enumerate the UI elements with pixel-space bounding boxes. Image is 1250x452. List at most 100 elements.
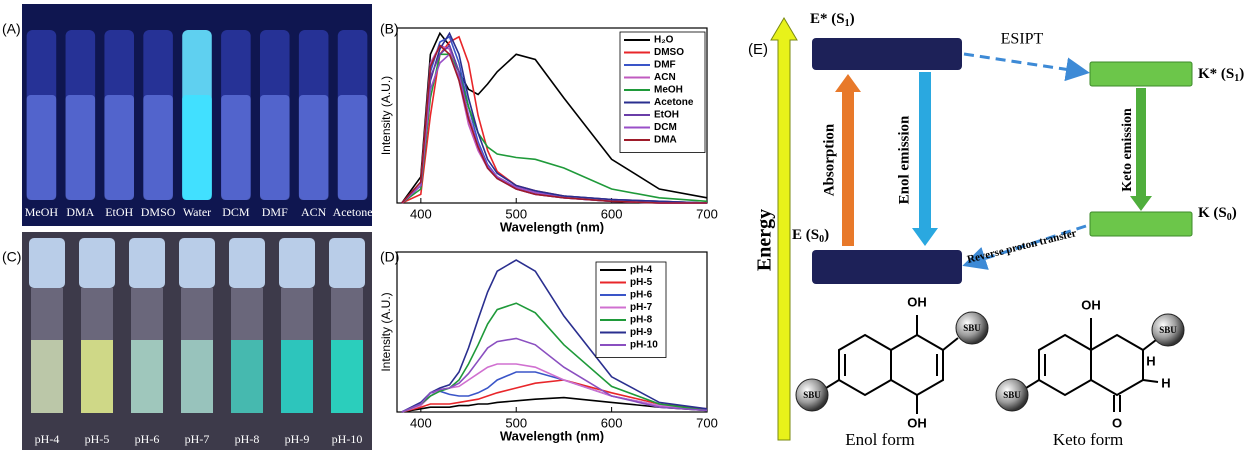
- ring: [1038, 333, 1092, 397]
- tube-label: DCM: [222, 205, 250, 219]
- tube-label: DMSO: [141, 205, 176, 219]
- series-line: [401, 379, 708, 413]
- tube-label: pH-9: [285, 432, 310, 446]
- energy-arrow: [770, 17, 798, 441]
- series-line: [401, 396, 708, 413]
- form-caption: Enol form: [845, 430, 914, 449]
- legend-label: pH-4: [630, 265, 653, 276]
- tube-cap: [279, 238, 315, 288]
- legend-label: H₂O: [654, 35, 674, 46]
- tube-cap: [29, 238, 65, 288]
- tube-liquid: [31, 340, 63, 413]
- tube-liquid: [281, 340, 313, 413]
- atom-label: OH: [1081, 297, 1101, 312]
- sbu-ball: [995, 378, 1029, 412]
- legend-label: pH-8: [630, 315, 653, 326]
- tube-label: pH-5: [85, 432, 110, 446]
- panel-label: (E): [748, 41, 768, 58]
- tube-label: pH-4: [35, 432, 60, 446]
- state-bar: [812, 250, 962, 284]
- x-tick-label: 400: [410, 206, 432, 221]
- legend-label: EtOH: [654, 110, 679, 121]
- bond: [1142, 379, 1159, 383]
- sbu-label: SBU: [1003, 390, 1021, 400]
- tube-cap: [179, 238, 215, 288]
- x-tick-label: 400: [410, 415, 432, 430]
- x-axis-label: Wavelength (nm): [500, 219, 604, 234]
- panel-label: (D): [380, 249, 399, 265]
- legend-label: pH-6: [630, 290, 653, 301]
- x-tick-label: 600: [601, 415, 623, 430]
- tube-label: Acetone: [333, 205, 373, 219]
- series-line: [401, 44, 707, 204]
- tube-label: Water: [183, 205, 211, 219]
- legend-label: DCM: [654, 122, 677, 133]
- tube-label: pH-6: [135, 432, 160, 446]
- ring: [890, 333, 944, 397]
- charts: 400 500 600 700 Wavelength (nm) Intensity (A.…: [379, 27, 718, 443]
- x-tick-label: 700: [696, 206, 718, 221]
- form-caption: Keto form: [1053, 430, 1123, 449]
- legend-label: ACN: [654, 72, 676, 83]
- tube-cap: [329, 238, 365, 288]
- tube-liquid: [65, 95, 96, 200]
- tube-label: pH-7: [185, 432, 210, 446]
- series-line: [401, 31, 708, 204]
- tube-liquid: [331, 340, 363, 413]
- x-tick-label: 600: [601, 206, 623, 221]
- legend-label: pH-10: [630, 340, 658, 351]
- tube-liquid: [81, 340, 113, 413]
- tube-liquid: [221, 95, 251, 200]
- reverse-label: Reverse proton transfer: [966, 227, 1078, 266]
- panel-label: (C): [2, 249, 21, 265]
- legend-box: [595, 261, 667, 358]
- atom-label: OH: [907, 294, 927, 309]
- tube-label: pH-10: [332, 432, 363, 446]
- tube-label: EtOH: [105, 205, 133, 219]
- sbu-label: SBU: [1159, 325, 1177, 335]
- tube-liquid: [143, 95, 173, 200]
- plot-frame: [396, 27, 708, 204]
- state-label: E (S0): [792, 227, 829, 245]
- tube-label: MeOH: [25, 205, 59, 219]
- tube-liquid: [182, 95, 212, 200]
- sbu-label: SBU: [963, 323, 981, 333]
- photo-solvents: MeOH DMA EtOH DMSO Water DCM DMF ACN Acetone: [22, 4, 373, 226]
- legend-label: DMSO: [654, 47, 684, 58]
- legend-label: Acetone: [654, 97, 694, 108]
- state-label: K* (S1): [1198, 66, 1244, 84]
- sbu-label: SBU: [803, 390, 821, 400]
- sbu-ball: [955, 311, 989, 345]
- tube-liquid: [26, 95, 57, 200]
- state-label: E* (S1): [810, 11, 855, 29]
- ring: [838, 333, 892, 397]
- x-tick-label: 500: [505, 206, 527, 221]
- tube-label: DMF: [262, 205, 288, 219]
- tube-liquid: [131, 340, 163, 413]
- reverse-arrow: [962, 224, 1087, 270]
- bond: [825, 379, 840, 389]
- tube-liquid: [260, 95, 290, 200]
- tube-cap: [79, 238, 115, 288]
- atom-label: OH: [907, 415, 927, 430]
- photo-ph: pH-4 pH-5 pH-6 pH-7 pH-8 pH-9 pH-10: [22, 232, 372, 450]
- legend-label: pH-5: [630, 277, 653, 288]
- bond: [1142, 339, 1157, 351]
- series-line: [401, 302, 708, 413]
- esipt-arrow: [963, 52, 1090, 82]
- tube-cap: [229, 238, 265, 288]
- legend-label: pH-7: [630, 302, 653, 313]
- ring: [1090, 333, 1144, 397]
- sbu-ball: [1151, 313, 1185, 347]
- panel-label: (B): [380, 21, 399, 37]
- enol-emission-label: Enol emission: [896, 115, 912, 204]
- keto-emission-label: Keto emission: [1120, 108, 1135, 192]
- state-bar: [1089, 61, 1193, 87]
- sbu-ball: [795, 378, 829, 412]
- state-bar: [1089, 211, 1193, 237]
- atom-label: H: [1161, 375, 1170, 390]
- absorption-arrow: [835, 74, 861, 246]
- keto-structure: [995, 313, 1185, 412]
- state-label: K (S0): [1198, 205, 1237, 223]
